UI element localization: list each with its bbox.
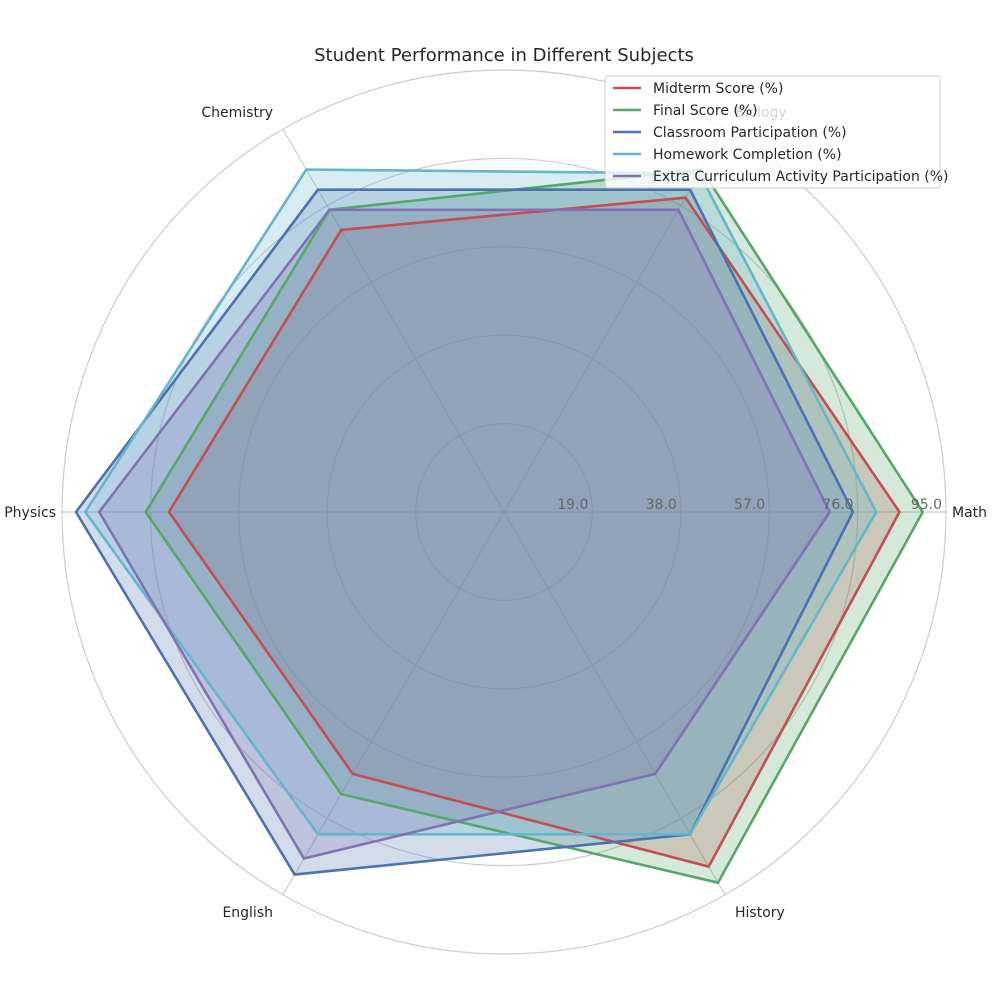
category-label: English (222, 905, 273, 921)
legend-label: Extra Curriculum Activity Participation … (653, 169, 949, 185)
grid-spoke (282, 511, 505, 896)
series-area (145, 169, 923, 883)
tick-label: 38.0 (646, 497, 677, 513)
series-line (97, 208, 832, 860)
legend-label: Classroom Participation (%) (653, 125, 847, 141)
series-areas (76, 169, 923, 883)
series-line (167, 196, 901, 868)
legend-label: Midterm Score (%) (653, 81, 783, 97)
category-label: Physics (4, 505, 56, 521)
tick-label: 19.0 (557, 497, 588, 513)
tick-label: 57.0 (734, 497, 765, 513)
grid-spoke (282, 128, 505, 513)
series-area (99, 209, 830, 859)
radial-tick-labels: 19.0 38.0 57.0 76.0 95.0 (557, 497, 942, 513)
legend-label: Homework Completion (%) (653, 147, 842, 163)
legend-label: Final Score (%) (653, 103, 758, 119)
grid-spoke (503, 511, 726, 896)
series-area (169, 197, 900, 867)
category-label: Math (952, 505, 987, 521)
series-area (76, 189, 853, 875)
category-label: History (735, 905, 785, 921)
series-area (85, 169, 877, 835)
radar-grid (61, 69, 947, 955)
category-label: Chemistry (201, 105, 273, 121)
chart-title: Student Performance in Different Subject… (314, 45, 694, 66)
grid-spoke (503, 128, 726, 513)
legend: Midterm Score (%) Final Score (%) Classroo… (604, 75, 949, 189)
legend-frame (604, 75, 941, 189)
tick-label: 95.0 (911, 497, 942, 513)
tick-label: 76.0 (822, 497, 853, 513)
series-lines (74, 168, 925, 885)
